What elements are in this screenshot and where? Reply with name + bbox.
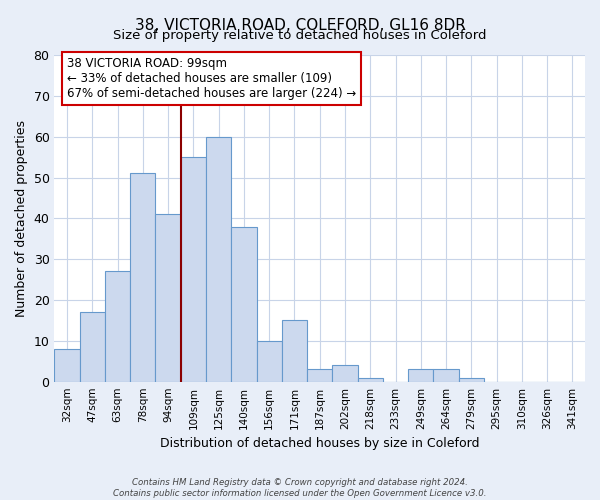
Bar	[155, 214, 181, 382]
Bar	[231, 226, 257, 382]
Bar	[257, 341, 282, 382]
Bar	[130, 174, 155, 382]
Bar	[55, 349, 80, 382]
Y-axis label: Number of detached properties: Number of detached properties	[15, 120, 28, 317]
Bar	[358, 378, 383, 382]
Text: Contains HM Land Registry data © Crown copyright and database right 2024.
Contai: Contains HM Land Registry data © Crown c…	[113, 478, 487, 498]
Text: 38 VICTORIA ROAD: 99sqm
← 33% of detached houses are smaller (109)
67% of semi-d: 38 VICTORIA ROAD: 99sqm ← 33% of detache…	[67, 57, 356, 100]
Bar	[105, 272, 130, 382]
Bar	[307, 370, 332, 382]
Bar	[408, 370, 433, 382]
Bar	[458, 378, 484, 382]
Text: Size of property relative to detached houses in Coleford: Size of property relative to detached ho…	[113, 29, 487, 42]
Bar	[332, 366, 358, 382]
Bar	[181, 157, 206, 382]
Bar	[80, 312, 105, 382]
Bar	[206, 136, 231, 382]
Bar	[282, 320, 307, 382]
Bar	[433, 370, 458, 382]
Text: 38, VICTORIA ROAD, COLEFORD, GL16 8DR: 38, VICTORIA ROAD, COLEFORD, GL16 8DR	[134, 18, 466, 32]
X-axis label: Distribution of detached houses by size in Coleford: Distribution of detached houses by size …	[160, 437, 479, 450]
